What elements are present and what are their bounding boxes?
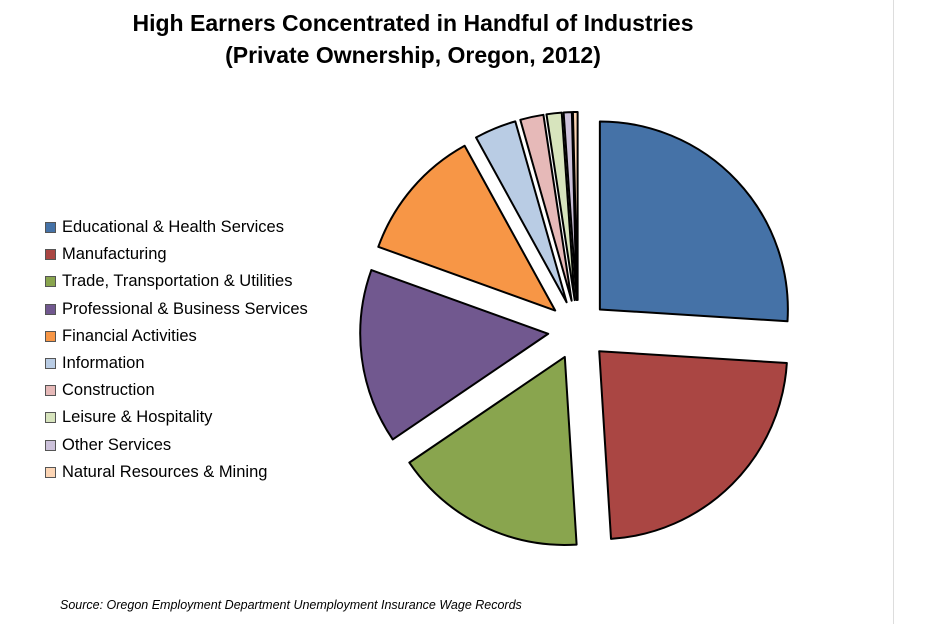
legend-item: Natural Resources & Mining bbox=[45, 459, 308, 486]
divider bbox=[893, 0, 894, 624]
legend-item: Leisure & Hospitality bbox=[45, 404, 308, 431]
legend-label: Trade, Transportation & Utilities bbox=[62, 272, 293, 291]
legend-item: Financial Activities bbox=[45, 323, 308, 350]
legend-label: Leisure & Hospitality bbox=[62, 408, 213, 427]
pie-slice-educational-health-services bbox=[598, 120, 789, 323]
legend-item: Manufacturing bbox=[45, 241, 308, 268]
chart-title: High Earners Concentrated in Handful of … bbox=[132, 10, 694, 36]
legend-item: Other Services bbox=[45, 432, 308, 459]
legend-swatch bbox=[45, 222, 56, 234]
legend-label: Natural Resources & Mining bbox=[62, 462, 268, 481]
pie-slice-trade-transportation-utilities bbox=[408, 355, 578, 546]
pie-slice-other-services bbox=[562, 111, 578, 302]
legend-swatch bbox=[45, 249, 56, 261]
legend-label: Other Services bbox=[62, 435, 172, 454]
legend-swatch bbox=[45, 330, 56, 342]
legend-label: Construction bbox=[62, 381, 155, 400]
legend-swatch bbox=[45, 385, 56, 397]
pie-slice-professional-business-services bbox=[359, 269, 550, 441]
chart-subtitle: (Private Ownership, Oregon, 2012) bbox=[225, 42, 601, 68]
legend-swatch bbox=[45, 303, 56, 315]
legend: Educational & Health Services Manufacturi… bbox=[45, 214, 308, 486]
legend-item: Professional & Business Services bbox=[45, 296, 308, 323]
legend-label: Professional & Business Services bbox=[62, 299, 308, 318]
legend-item: Information bbox=[45, 350, 308, 377]
pie-slice-construction bbox=[519, 113, 573, 302]
legend-item: Trade, Transportation & Utilities bbox=[45, 268, 308, 295]
legend-item: Educational & Health Services bbox=[45, 214, 308, 241]
legend-swatch bbox=[45, 466, 56, 478]
legend-label: Information bbox=[62, 354, 145, 373]
legend-item: Construction bbox=[45, 377, 308, 404]
pie-slice-manufacturing bbox=[598, 350, 788, 540]
legend-swatch bbox=[45, 276, 56, 288]
legend-label: Educational & Health Services bbox=[62, 218, 284, 237]
pie-slice-financial-activities bbox=[377, 144, 557, 312]
source-note: Source: Oregon Employment Department Une… bbox=[60, 598, 522, 612]
pie-slice-leisure-hospitality bbox=[545, 111, 576, 302]
pie-slice-information bbox=[475, 120, 568, 304]
legend-swatch bbox=[45, 412, 56, 424]
legend-swatch bbox=[45, 439, 56, 451]
legend-swatch bbox=[45, 358, 56, 370]
legend-label: Financial Activities bbox=[62, 326, 197, 345]
pie-slice-natural-resources-mining bbox=[571, 111, 579, 302]
legend-label: Manufacturing bbox=[62, 245, 167, 264]
